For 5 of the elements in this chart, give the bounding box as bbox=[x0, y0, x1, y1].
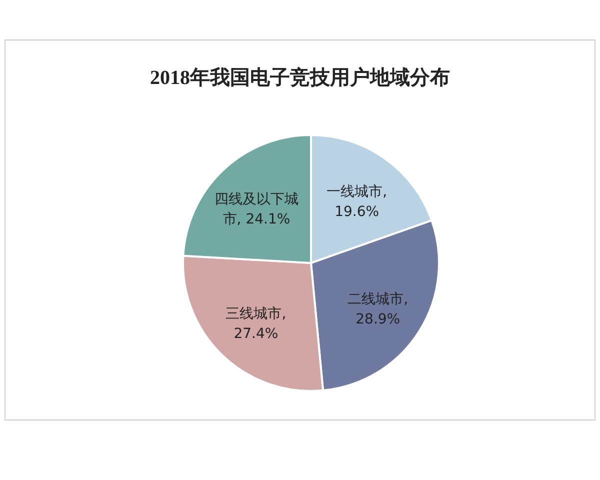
slice-label: 三线城市, 27.4% bbox=[226, 306, 286, 342]
chart-title: 2018年我国电子竞技用户地域分布 bbox=[150, 66, 450, 89]
slice-label: 二线城市, 28.9% bbox=[348, 292, 408, 328]
slice-label: 一线城市, 19.6% bbox=[326, 184, 388, 220]
slice-label: 四线及以下城市, 24.1% bbox=[214, 191, 298, 228]
